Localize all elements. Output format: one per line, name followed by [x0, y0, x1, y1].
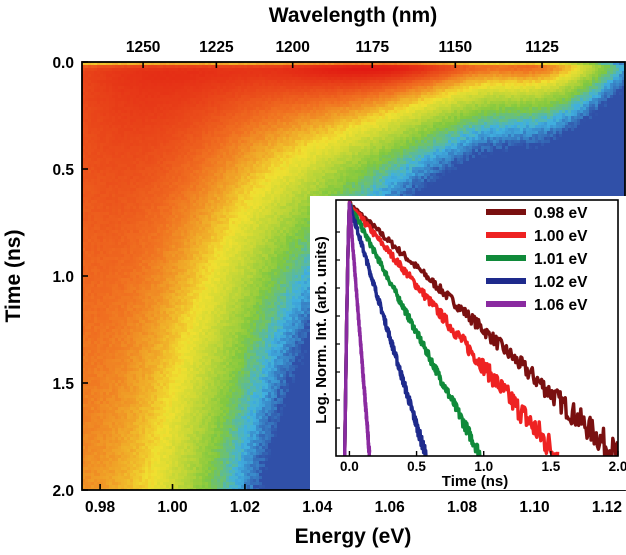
left-axis-title: Time (ns): [2, 230, 25, 323]
inset-x-tick-label: 0.5: [407, 459, 426, 474]
x2-tick-label: 1250: [126, 39, 160, 56]
x-tick-label: 1.08: [447, 499, 478, 516]
inset-x-tick-label: 0.0: [340, 459, 359, 474]
inset-x-tick-label: 1.0: [474, 459, 493, 474]
y-tick-label: 1.0: [52, 269, 74, 286]
legend-label: 1.06 eV: [534, 297, 588, 314]
x2-tick-label: 1225: [199, 39, 234, 56]
inset-x-title: Time (ns): [442, 473, 508, 490]
y-tick-label: 0.0: [52, 55, 74, 72]
y-tick-label: 2.0: [52, 483, 74, 500]
x-tick-label: 1.10: [519, 499, 549, 516]
x-tick-label: 0.98: [85, 499, 116, 516]
y-tick-label: 0.5: [52, 162, 74, 179]
bottom-axis-title: Energy (eV): [295, 525, 412, 548]
inset-x-tick-label: 2.0: [609, 459, 626, 474]
inset-y-title: Log. Norm. Int. (arb. units): [313, 236, 330, 424]
x-tick-label: 1.06: [375, 499, 406, 516]
x2-tick-label: 1125: [525, 39, 559, 56]
x2-tick-label: 1150: [438, 39, 472, 56]
legend-label: 1.00 eV: [534, 228, 588, 245]
legend-label: 1.01 eV: [534, 251, 588, 268]
legend-label: 0.98 eV: [534, 205, 588, 222]
x2-tick-label: 1175: [355, 39, 389, 56]
inset-x-tick-label: 1.5: [541, 459, 560, 474]
x2-tick-label: 1200: [275, 39, 309, 56]
top-axis-title: Wavelength (nm): [269, 4, 437, 27]
x-tick-label: 1.12: [592, 499, 622, 516]
inset-chart: 0.0 0.5 1.0 1.5 2.0 Time (ns) Log. Norm. Int…: [310, 196, 626, 506]
legend-label: 1.02 eV: [534, 274, 588, 291]
y-tick-label: 1.5: [52, 376, 74, 393]
x-tick-label: 1.00: [157, 499, 187, 516]
x-tick-label: 1.02: [230, 499, 260, 516]
x-tick-label: 1.04: [302, 499, 333, 516]
